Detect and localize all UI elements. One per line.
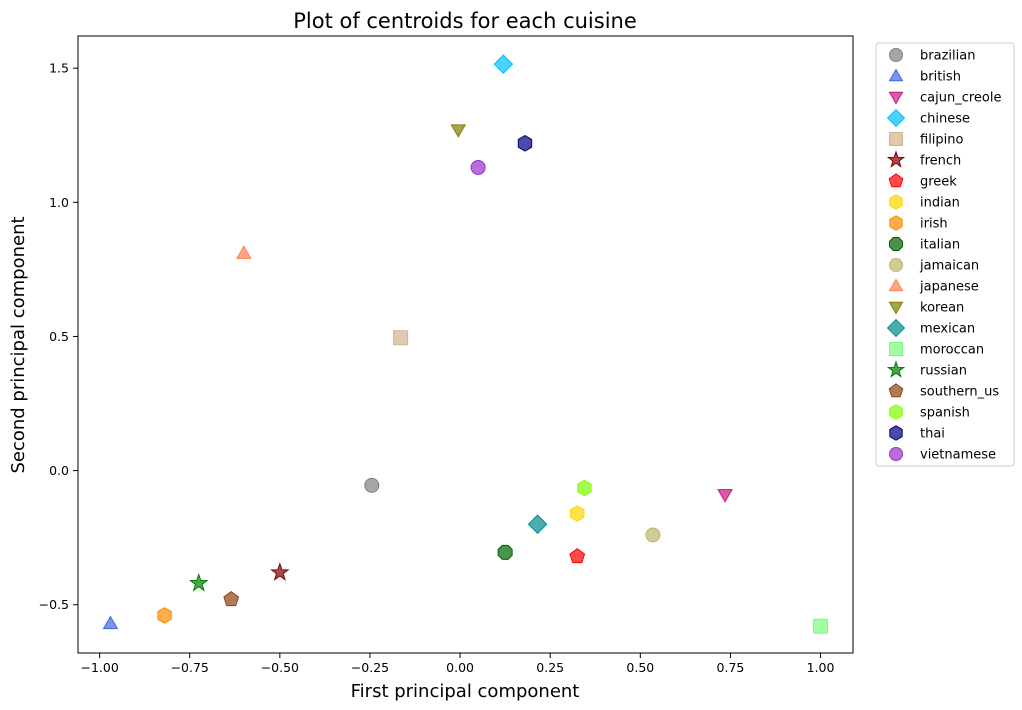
x-tick-label: 0.25 bbox=[536, 660, 564, 675]
legend-label-filipino: filipino bbox=[920, 133, 964, 148]
legend-marker-italian bbox=[889, 237, 903, 251]
x-tick-label: 1.00 bbox=[807, 660, 835, 675]
legend-marker-jamaican bbox=[889, 258, 903, 272]
y-tick-label: −0.5 bbox=[39, 597, 69, 612]
x-tick-label: −0.25 bbox=[351, 660, 389, 675]
data-point-moroccan bbox=[813, 618, 829, 634]
legend-label-irish: irish bbox=[920, 217, 948, 232]
data-point-british bbox=[102, 615, 119, 630]
legend-label-italian: italian bbox=[920, 238, 960, 253]
data-point-chinese bbox=[493, 54, 514, 74]
data-point-korean bbox=[450, 124, 467, 138]
legend-marker-british bbox=[888, 68, 904, 82]
data-point-italian bbox=[497, 544, 513, 560]
legend-label-moroccan: moroccan bbox=[920, 343, 984, 358]
plot-area-frame bbox=[77, 35, 854, 654]
legend-marker-vietnamese bbox=[889, 447, 903, 461]
legend-marker-moroccan bbox=[889, 342, 903, 356]
legend-marker-chinese bbox=[886, 108, 906, 128]
legend-label-chinese: chinese bbox=[920, 112, 970, 127]
data-point-mexican bbox=[527, 514, 548, 535]
legend-marker-spanish bbox=[889, 404, 903, 420]
data-point-cajun_creole bbox=[717, 489, 733, 503]
legend-label-southern_us: southern_us bbox=[920, 385, 999, 400]
y-tick-label: 1.0 bbox=[49, 195, 69, 210]
y-axis-label: Second principal component bbox=[8, 216, 29, 473]
y-axis: −0.5 0.0 0.5 1.0 1.5 bbox=[39, 61, 78, 612]
x-tick-label: −1.00 bbox=[80, 660, 118, 675]
chart-title: Plot of centroids for each cuisine bbox=[293, 9, 637, 33]
legend-marker-korean bbox=[888, 301, 904, 315]
x-tick-label: −0.50 bbox=[261, 660, 299, 675]
legend-marker-irish bbox=[889, 215, 903, 231]
x-axis-label: First principal component bbox=[351, 681, 580, 702]
legend-label-vietnamese: vietnamese bbox=[920, 448, 996, 463]
data-point-spanish bbox=[577, 479, 592, 497]
y-tick-label: 0.5 bbox=[49, 329, 69, 344]
data-point-filipino bbox=[393, 330, 409, 346]
data-point-japanese bbox=[235, 245, 252, 259]
legend-label-indian: indian bbox=[920, 196, 960, 211]
data-point-greek bbox=[569, 548, 586, 564]
legend-label-british: british bbox=[920, 70, 961, 85]
legend-frame bbox=[875, 42, 1015, 467]
x-axis: −1.00 −0.75 −0.50 −0.25 0.00 0.25 0.50 0.75 1.00 bbox=[80, 653, 835, 675]
data-point-french bbox=[270, 562, 290, 581]
legend-label-russian: russian bbox=[920, 364, 967, 379]
legend-label-spanish: spanish bbox=[920, 406, 970, 421]
legend-marker-thai bbox=[889, 425, 903, 441]
data-point-thai bbox=[517, 135, 533, 152]
data-point-jamaican bbox=[645, 527, 661, 543]
legend-marker-brazilian bbox=[889, 48, 903, 62]
data-point-vietnamese bbox=[470, 159, 486, 175]
legend-label-japanese: japanese bbox=[919, 280, 979, 295]
legend-marker-cajun_creole bbox=[888, 91, 904, 105]
legend-marker-greek bbox=[888, 173, 904, 188]
x-tick-label: 0.75 bbox=[717, 660, 745, 675]
data-point-brazilian bbox=[364, 477, 380, 493]
data-point-southern_us bbox=[223, 591, 240, 607]
legend-marker-japanese bbox=[888, 278, 904, 292]
x-tick-label: −0.75 bbox=[171, 660, 209, 675]
x-tick-label: 0.50 bbox=[626, 660, 654, 675]
legend-marker-mexican bbox=[886, 318, 906, 338]
data-point-russian bbox=[188, 572, 209, 592]
legend-label-thai: thai bbox=[920, 427, 945, 442]
legend-label-brazilian: brazilian bbox=[920, 49, 975, 64]
data-point-indian bbox=[570, 505, 585, 522]
legend-marker-french bbox=[886, 150, 906, 168]
legend-label-cajun_creole: cajun_creole bbox=[920, 91, 1001, 106]
x-tick-label: 0.00 bbox=[446, 660, 474, 675]
legend-label-jamaican: jamaican bbox=[919, 259, 979, 274]
data-point-irish bbox=[157, 607, 172, 624]
legend-marker-indian bbox=[889, 194, 903, 210]
legend-marker-southern_us bbox=[888, 383, 904, 398]
legend-label-french: french bbox=[920, 154, 961, 169]
legend-label-korean: korean bbox=[920, 301, 964, 316]
y-tick-label: 1.5 bbox=[49, 61, 69, 76]
y-tick-label: 0.0 bbox=[49, 463, 69, 478]
legend-label-greek: greek bbox=[920, 175, 957, 190]
legend-marker-filipino bbox=[889, 132, 903, 146]
legend-label-mexican: mexican bbox=[920, 322, 975, 337]
legend-marker-russian bbox=[886, 360, 906, 378]
data-points bbox=[102, 54, 829, 634]
